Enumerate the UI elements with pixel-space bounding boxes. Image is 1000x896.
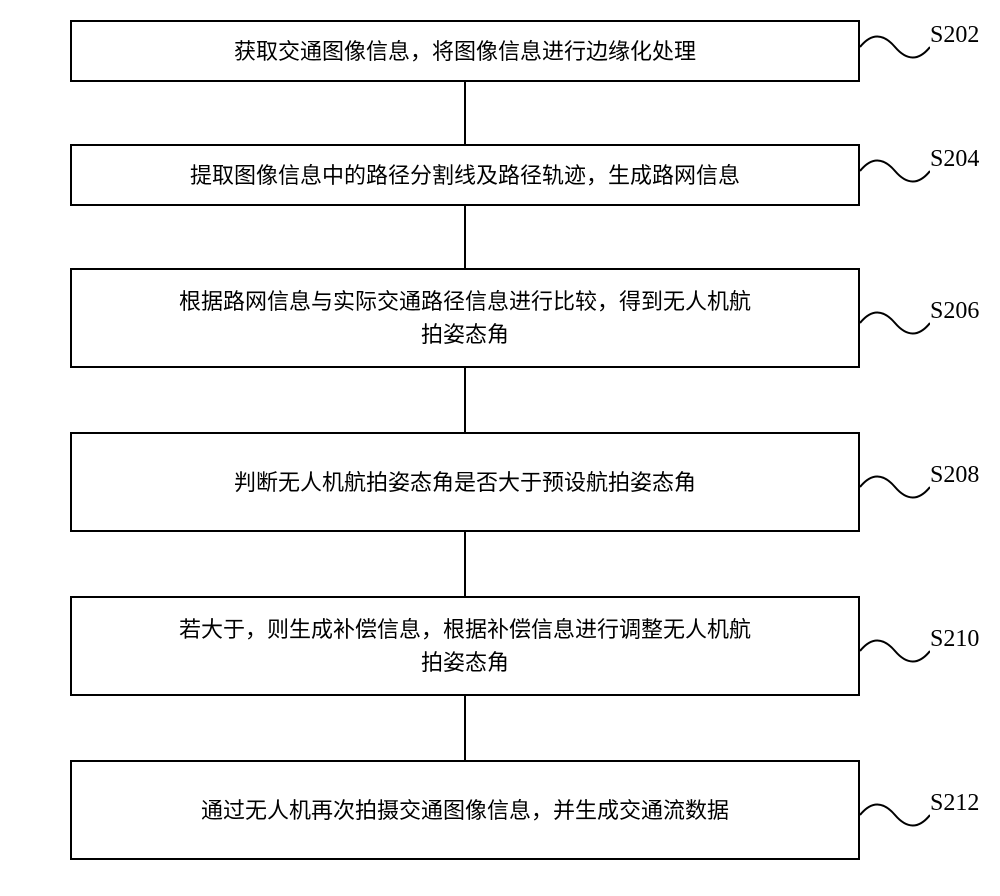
step-s204-box: 提取图像信息中的路径分割线及路径轨迹，生成路网信息 — [70, 144, 860, 206]
connector-s208-s210 — [464, 532, 466, 596]
step-s202-label: S202 — [930, 22, 979, 49]
step-s202-text: 获取交通图像信息，将图像信息进行边缘化处理 — [234, 35, 696, 68]
step-s208-box: 判断无人机航拍姿态角是否大于预设航拍姿态角 — [70, 432, 860, 532]
step-s208-wave — [860, 470, 930, 504]
step-s210-box: 若大于，则生成补偿信息，根据补偿信息进行调整无人机航 拍姿态角 — [70, 596, 860, 696]
step-s210-wave — [860, 634, 930, 668]
connector-s206-s208 — [464, 368, 466, 432]
step-s210-label: S210 — [930, 626, 979, 653]
step-s202-wave — [860, 30, 930, 64]
step-s206-label: S206 — [930, 298, 979, 325]
step-s212-text: 通过无人机再次拍摄交通图像信息，并生成交通流数据 — [201, 794, 729, 827]
step-s212-wave — [860, 798, 930, 832]
step-s206-text: 根据路网信息与实际交通路径信息进行比较，得到无人机航 拍姿态角 — [179, 285, 751, 351]
flowchart-canvas: 获取交通图像信息，将图像信息进行边缘化处理 S202 提取图像信息中的路径分割线… — [0, 0, 1000, 896]
step-s208-text: 判断无人机航拍姿态角是否大于预设航拍姿态角 — [234, 466, 696, 499]
step-s210-text: 若大于，则生成补偿信息，根据补偿信息进行调整无人机航 拍姿态角 — [179, 613, 751, 679]
connector-s210-s212 — [464, 696, 466, 760]
step-s206-box: 根据路网信息与实际交通路径信息进行比较，得到无人机航 拍姿态角 — [70, 268, 860, 368]
step-s202-box: 获取交通图像信息，将图像信息进行边缘化处理 — [70, 20, 860, 82]
step-s204-wave — [860, 154, 930, 188]
step-s212-box: 通过无人机再次拍摄交通图像信息，并生成交通流数据 — [70, 760, 860, 860]
step-s206-wave — [860, 306, 930, 340]
connector-s204-s206 — [464, 206, 466, 268]
connector-s202-s204 — [464, 82, 466, 144]
step-s204-label: S204 — [930, 146, 979, 173]
step-s208-label: S208 — [930, 462, 979, 489]
step-s204-text: 提取图像信息中的路径分割线及路径轨迹，生成路网信息 — [190, 159, 740, 192]
step-s212-label: S212 — [930, 790, 979, 817]
